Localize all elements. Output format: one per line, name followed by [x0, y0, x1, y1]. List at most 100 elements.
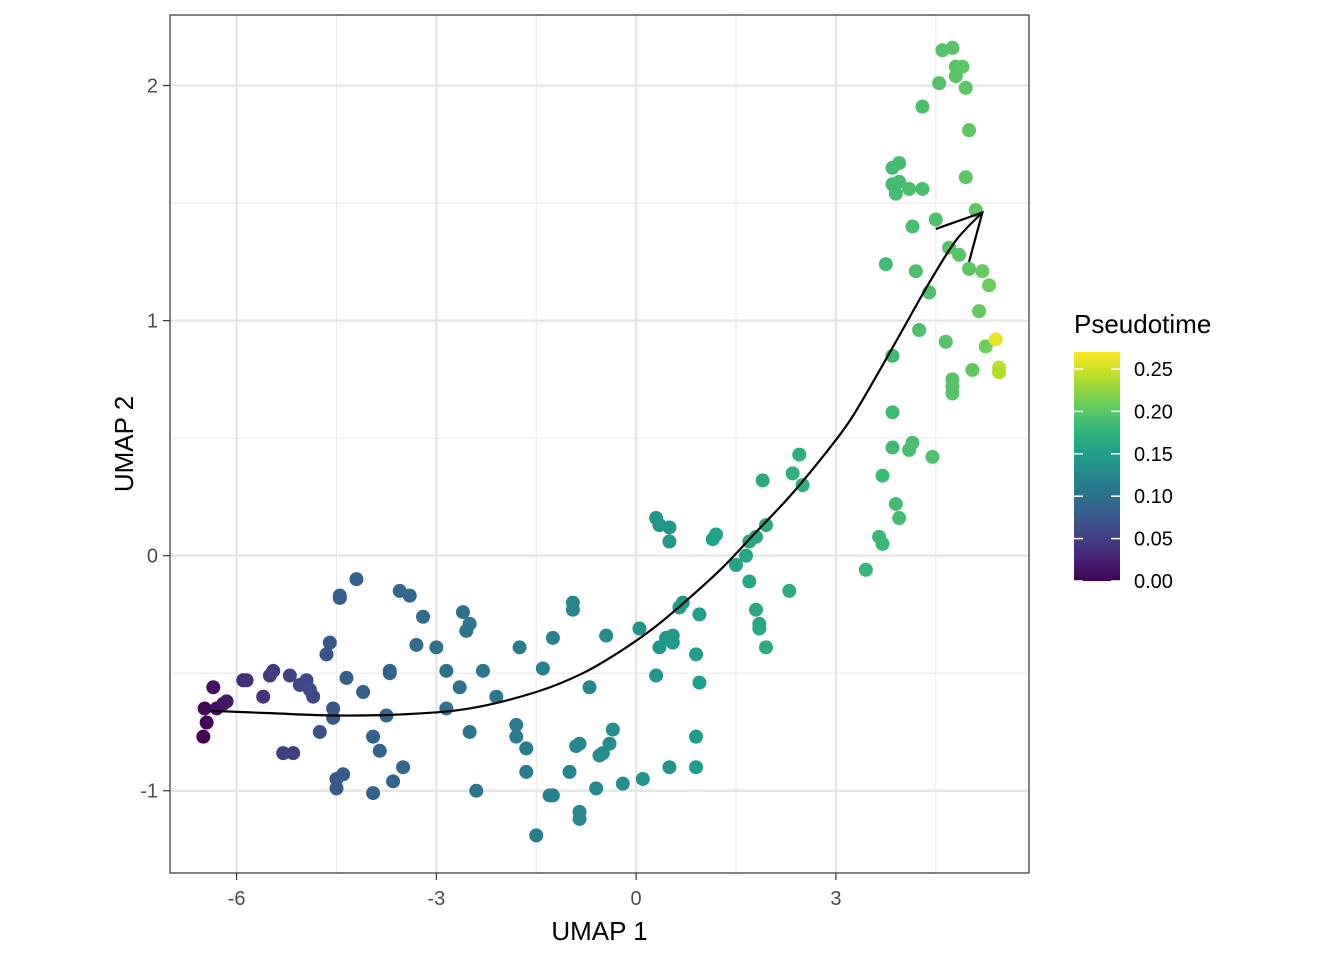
legend-tick-label: 0.25	[1134, 359, 1173, 381]
data-point	[455, 605, 470, 620]
data-point	[689, 647, 704, 662]
y-tick-label: -1	[140, 781, 158, 803]
data-point	[912, 322, 927, 337]
data-point	[402, 588, 417, 603]
data-point	[692, 607, 707, 622]
data-point	[689, 760, 704, 775]
data-point	[945, 40, 960, 55]
data-point	[782, 583, 797, 598]
x-tick-label: 3	[830, 888, 841, 910]
data-point	[988, 332, 1003, 347]
data-point	[858, 562, 873, 577]
data-point	[742, 574, 757, 589]
data-point	[758, 518, 773, 533]
data-point	[902, 181, 917, 196]
data-point	[366, 729, 381, 744]
data-point	[409, 637, 424, 652]
data-point	[982, 278, 997, 293]
data-point	[276, 746, 291, 761]
data-point	[752, 621, 767, 636]
data-point	[925, 449, 940, 464]
data-point	[206, 680, 221, 695]
data-point	[219, 694, 234, 709]
data-point	[755, 473, 770, 488]
data-point	[615, 776, 630, 791]
data-point	[748, 529, 763, 544]
data-point	[932, 76, 947, 91]
data-point	[662, 534, 677, 549]
legend-title: Pseudotime	[1074, 309, 1211, 339]
y-axis: -1 0 1 2	[140, 76, 170, 803]
legend-tick-label: 0.00	[1134, 571, 1173, 593]
data-points	[196, 40, 1007, 843]
data-point	[519, 764, 534, 779]
data-point	[256, 689, 271, 704]
data-point	[469, 783, 484, 798]
data-point	[266, 663, 281, 678]
data-point	[885, 440, 900, 455]
data-point	[958, 80, 973, 95]
data-point	[958, 170, 973, 185]
data-point	[339, 670, 354, 685]
data-point	[662, 760, 677, 775]
data-point	[795, 478, 810, 493]
data-point	[462, 616, 477, 631]
data-point	[326, 710, 341, 725]
legend-tick-label: 0.10	[1134, 486, 1173, 508]
legend-colorbar	[1074, 352, 1120, 581]
data-point	[955, 59, 970, 74]
data-point	[992, 365, 1007, 380]
trajectory-curve	[209, 211, 984, 717]
legend-tick-label: 0.05	[1134, 529, 1173, 551]
data-point	[199, 715, 214, 730]
data-point	[545, 788, 560, 803]
x-axis-label: UMAP 1	[551, 916, 647, 946]
data-point	[709, 527, 724, 542]
data-point	[928, 212, 943, 227]
data-point	[605, 722, 620, 737]
data-point	[319, 647, 334, 662]
x-axis: -6 -3 0 3	[228, 873, 841, 910]
trajectory-arrowhead	[935, 210, 984, 263]
plot-panel	[169, 14, 1030, 874]
data-point	[962, 123, 977, 138]
data-point	[892, 174, 907, 189]
data-point	[416, 609, 431, 624]
data-point	[396, 760, 411, 775]
data-point	[729, 558, 744, 573]
data-point	[965, 362, 980, 377]
data-point	[562, 764, 577, 779]
data-point	[366, 786, 381, 801]
data-point	[439, 663, 454, 678]
data-point	[196, 729, 211, 744]
data-point	[509, 717, 524, 732]
data-point	[599, 628, 614, 643]
data-point	[908, 264, 923, 279]
data-point	[462, 724, 477, 739]
data-point	[602, 736, 617, 751]
data-point	[565, 595, 580, 610]
data-point	[386, 774, 401, 789]
y-tick-label: 0	[147, 546, 158, 568]
data-point	[938, 334, 953, 349]
data-point	[692, 675, 707, 690]
data-point	[875, 536, 890, 551]
data-point	[792, 447, 807, 462]
panel-background	[170, 15, 1029, 873]
data-point	[952, 247, 967, 262]
grid-minor	[170, 15, 1029, 873]
data-point	[665, 635, 680, 650]
data-point	[589, 781, 604, 796]
data-point	[632, 621, 647, 636]
data-point	[785, 466, 800, 481]
data-point	[635, 771, 650, 786]
y-tick-label: 1	[147, 311, 158, 333]
legend-tick-label: 0.15	[1134, 444, 1173, 466]
data-point	[572, 736, 587, 751]
legend-tick-label: 0.20	[1134, 401, 1173, 423]
x-tick-label: -6	[228, 888, 246, 910]
data-point	[545, 630, 560, 645]
data-point	[197, 701, 212, 716]
data-point	[509, 729, 524, 744]
